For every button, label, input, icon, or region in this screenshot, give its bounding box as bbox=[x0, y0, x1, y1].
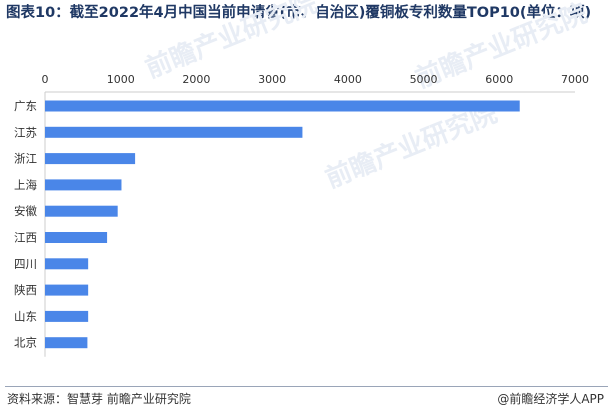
chart-title: 图表10：截至2022年4月中国当前申请省(市、自治区)覆铜板专利数量TOP10… bbox=[6, 4, 606, 23]
x-tick-label: 6000 bbox=[485, 73, 513, 86]
y-tick-label: 江西 bbox=[14, 231, 37, 245]
x-tick-label: 7000 bbox=[561, 73, 589, 86]
bar bbox=[45, 232, 108, 243]
bar bbox=[45, 153, 136, 165]
footer: 资料来源：智慧芽 前瞻产业研究院 @前瞻经济学人APP bbox=[0, 386, 613, 408]
source-text: 智慧芽 前瞻产业研究院 bbox=[67, 392, 191, 406]
y-tick-label: 江苏 bbox=[14, 125, 37, 139]
chart-title-text: 图表10：截至2022年4月中国当前申请省(市、自治区)覆铜板专利数量TOP10… bbox=[6, 5, 592, 21]
x-axis: 0 1000 2000 3000 4000 5000 6000 7000 bbox=[42, 73, 589, 93]
x-tick-label: 2000 bbox=[182, 73, 210, 86]
x-tick-label: 5000 bbox=[410, 73, 438, 86]
watermark-text: 前瞻产业研究院 bbox=[321, 98, 501, 195]
watermark-text: 前瞻产业研究院 bbox=[141, 0, 321, 84]
bar bbox=[45, 310, 89, 322]
x-tick-label: 0 bbox=[42, 73, 49, 86]
copyright: @前瞻经济学人APP bbox=[497, 392, 604, 406]
y-tick-label: 广东 bbox=[14, 99, 37, 113]
bar bbox=[45, 205, 118, 217]
y-tick-label: 浙江 bbox=[14, 152, 37, 166]
y-tick-label: 上海 bbox=[14, 178, 37, 192]
bar bbox=[45, 284, 89, 296]
y-tick-label: 山东 bbox=[14, 309, 37, 323]
bar bbox=[45, 258, 89, 270]
y-tick-label: 北京 bbox=[14, 336, 37, 350]
bar bbox=[45, 126, 303, 138]
bar-series bbox=[45, 100, 520, 349]
y-tick-label: 陕西 bbox=[14, 283, 37, 297]
x-tick-label: 4000 bbox=[334, 73, 362, 86]
bar bbox=[45, 100, 520, 112]
x-tick-label: 3000 bbox=[258, 73, 286, 86]
source-label: 资料来源： bbox=[7, 392, 68, 406]
bar bbox=[45, 179, 122, 191]
footer-divider bbox=[5, 386, 608, 387]
y-tick-label: 安徽 bbox=[14, 204, 37, 218]
x-tick-label: 1000 bbox=[107, 73, 135, 86]
bar bbox=[45, 337, 88, 349]
y-tick-label: 四川 bbox=[14, 257, 37, 271]
source-note: 资料来源：智慧芽 前瞻产业研究院 bbox=[7, 390, 191, 407]
